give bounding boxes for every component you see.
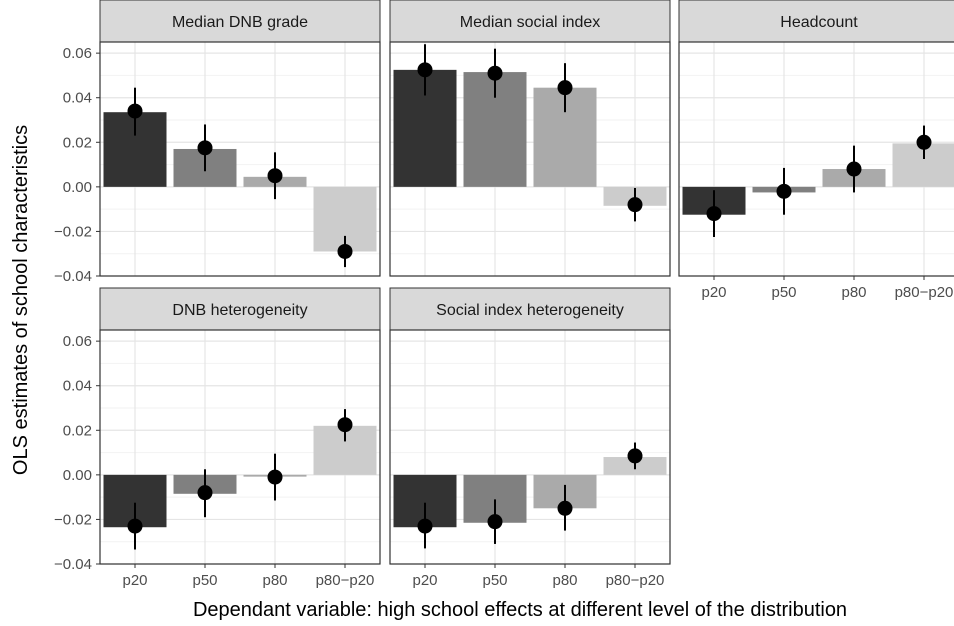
point-estimate bbox=[916, 134, 932, 150]
x-tick-label: p80 bbox=[262, 572, 287, 589]
point-estimate bbox=[337, 417, 353, 433]
point-estimate bbox=[197, 140, 213, 156]
panel-social-index-heterogeneity: Social index heterogeneity p20 p50 p80 p80−p… bbox=[389, 287, 671, 589]
panel-median-dnb-grade: Median DNB grade −0.04 −0.02 0.00 0.02 0.04 0.… bbox=[54, 0, 381, 285]
x-tick-label: p20 bbox=[412, 572, 437, 589]
plot-background bbox=[390, 330, 670, 564]
y-tick-label: 0.06 bbox=[63, 45, 92, 62]
point-estimate bbox=[267, 469, 283, 485]
panel-title: Social index heterogeneity bbox=[436, 302, 624, 319]
x-tick-label: p80 bbox=[552, 572, 577, 589]
x-tick-label: p50 bbox=[482, 572, 507, 589]
panel-dnb-heterogeneity: DNB heterogeneity −0.04 −0.02 0.00 0.02 0.04 0… bbox=[54, 287, 381, 589]
panel-strip bbox=[99, 0, 381, 43]
panel-median-social-index: Median social index bbox=[389, 0, 671, 277]
point-estimate bbox=[627, 448, 643, 464]
y-tick-label: 0.06 bbox=[63, 333, 92, 350]
point-estimate bbox=[487, 514, 503, 530]
y-tick-label: −0.04 bbox=[54, 556, 92, 573]
panel-title: Median DNB grade bbox=[172, 14, 308, 31]
point-estimate bbox=[197, 485, 213, 501]
y-tick-label: 0.02 bbox=[63, 134, 92, 151]
x-tick-label: p80−p20 bbox=[606, 572, 665, 589]
point-estimate bbox=[127, 518, 143, 534]
x-tick-label: p50 bbox=[771, 284, 796, 301]
point-estimate bbox=[487, 65, 503, 81]
panel-title: DNB heterogeneity bbox=[172, 302, 307, 319]
y-tick-label: 0.04 bbox=[63, 90, 92, 107]
x-axis-title: Dependant variable: high school effects … bbox=[193, 599, 847, 621]
panel-title: Headcount bbox=[780, 14, 858, 31]
x-tick-label: p80 bbox=[841, 284, 866, 301]
x-tick-label: p20 bbox=[122, 572, 147, 589]
x-tick-label: p20 bbox=[701, 284, 726, 301]
y-tick-label: −0.04 bbox=[54, 268, 92, 285]
y-tick-label: 0.02 bbox=[63, 422, 92, 439]
x-tick-label: p80−p20 bbox=[895, 284, 954, 301]
y-axis-title: OLS estimates of school characteristics bbox=[10, 125, 32, 475]
point-estimate bbox=[706, 206, 722, 222]
point-estimate bbox=[557, 80, 573, 96]
point-estimate bbox=[417, 62, 433, 78]
point-estimate bbox=[127, 103, 143, 119]
y-tick-label: 0.00 bbox=[63, 179, 92, 196]
panel-border bbox=[678, 41, 954, 277]
panel-title: Median social index bbox=[460, 14, 601, 31]
point-estimate bbox=[846, 161, 862, 177]
point-estimate bbox=[417, 518, 433, 534]
panel-strip bbox=[389, 0, 671, 43]
panel-border bbox=[389, 329, 671, 565]
y-tick-label: 0.04 bbox=[63, 378, 92, 395]
x-tick-label: p80−p20 bbox=[316, 572, 375, 589]
point-estimate bbox=[337, 243, 353, 259]
y-tick-label: −0.02 bbox=[54, 223, 92, 240]
y-tick-label: −0.02 bbox=[54, 511, 92, 528]
panel-border bbox=[389, 41, 671, 277]
panels-layer: Median DNB grade −0.04 −0.02 0.00 0.02 0.04 0.… bbox=[54, 0, 954, 589]
y-tick-label: 0.00 bbox=[63, 467, 92, 484]
point-estimate bbox=[557, 500, 573, 516]
point-estimate bbox=[267, 168, 283, 184]
point-estimate bbox=[627, 197, 643, 213]
panel-border bbox=[99, 329, 381, 565]
panel-headcount: Headcount p20 p50 p80 p80−p20 bbox=[678, 0, 954, 301]
point-estimate bbox=[776, 183, 792, 199]
panel-border bbox=[99, 41, 381, 277]
x-tick-label: p50 bbox=[192, 572, 217, 589]
